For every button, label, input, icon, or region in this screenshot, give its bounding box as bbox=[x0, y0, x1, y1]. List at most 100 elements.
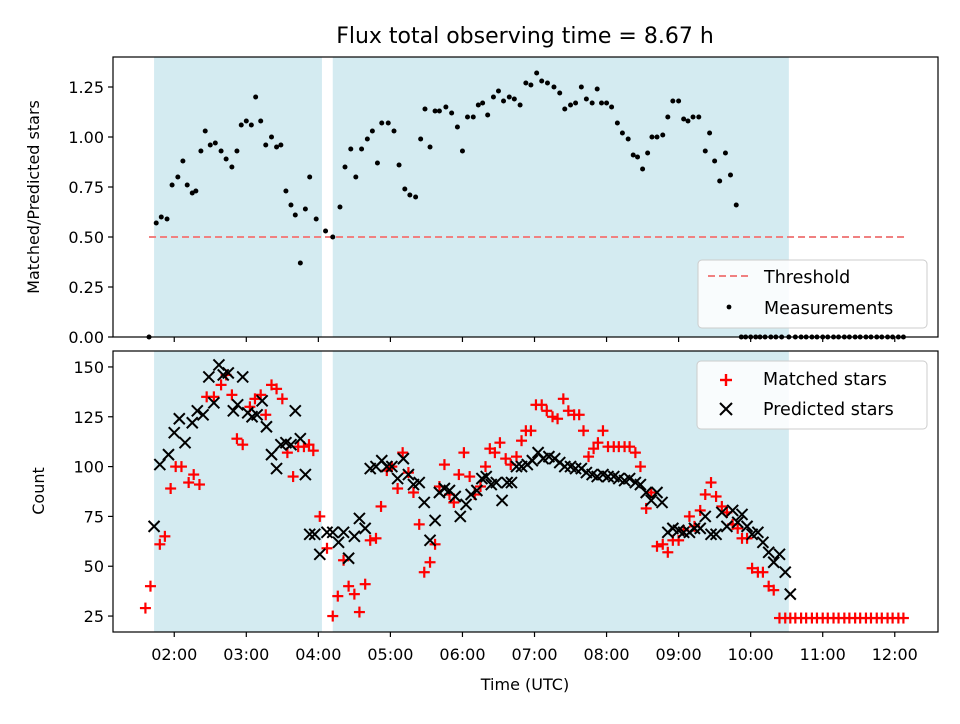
measurement-point bbox=[511, 96, 517, 102]
matched-star-point bbox=[249, 393, 261, 405]
predicted-star-point bbox=[762, 546, 775, 559]
shaded-interval-1 bbox=[154, 57, 322, 337]
measurement-point bbox=[539, 78, 545, 84]
predicted-star-point bbox=[231, 398, 244, 412]
predicted-star-point bbox=[196, 408, 210, 421]
predicted-star-point bbox=[735, 508, 749, 521]
measurement-point bbox=[501, 98, 507, 104]
measurement-point bbox=[707, 130, 713, 136]
measurement-point bbox=[391, 128, 397, 134]
measurement-point bbox=[422, 106, 428, 112]
predicted-star-point bbox=[186, 416, 199, 429]
measurement-point bbox=[297, 260, 303, 266]
y-tick-label: 0.25 bbox=[68, 278, 104, 297]
matched-star-point bbox=[208, 391, 220, 403]
predicted-star-point bbox=[751, 526, 765, 539]
predicted-star-point bbox=[510, 460, 523, 473]
measurement-point bbox=[599, 100, 605, 106]
matched-star-point bbox=[307, 445, 319, 457]
matched-star-point bbox=[359, 578, 371, 590]
measurement-point bbox=[418, 136, 424, 142]
measurement-point bbox=[223, 156, 229, 162]
bottom-legend: Matched stars Predicted stars bbox=[696, 360, 928, 430]
matched-star-point bbox=[188, 469, 200, 481]
top-legend-box bbox=[697, 259, 928, 329]
predicted-star-point bbox=[255, 394, 269, 408]
y-tick-label: 1.25 bbox=[68, 78, 104, 97]
predicted-star-point bbox=[299, 468, 312, 481]
measurement-point bbox=[180, 158, 186, 164]
bottom-shaded-regions bbox=[154, 351, 789, 632]
predicted-star-point bbox=[699, 510, 712, 523]
matched-star-point bbox=[353, 606, 365, 618]
matched-star-point bbox=[480, 461, 492, 473]
predicted-star-point bbox=[320, 526, 334, 539]
legend-measurements-label: Measurements bbox=[764, 299, 893, 319]
measurement-point bbox=[253, 94, 259, 100]
bottom-axes-frame bbox=[112, 350, 939, 633]
measurement-point bbox=[625, 136, 631, 142]
matched-star-point bbox=[547, 411, 559, 423]
predicted-star-point bbox=[500, 476, 514, 489]
matched-star-point bbox=[516, 435, 528, 447]
predicted-star-point bbox=[418, 496, 431, 509]
measurement-point bbox=[470, 114, 476, 120]
predicted-star-point bbox=[720, 520, 734, 533]
matched-star-point bbox=[314, 510, 326, 522]
measurement-point bbox=[640, 166, 646, 172]
measurement-point bbox=[432, 108, 438, 114]
measurement-point bbox=[551, 84, 557, 90]
matched-star-point bbox=[710, 490, 722, 502]
matched-star-point bbox=[552, 413, 564, 425]
matched-star-point bbox=[165, 483, 177, 495]
measurement-point bbox=[407, 192, 413, 198]
y-tick-label: 0.75 bbox=[68, 178, 104, 197]
matched-star-point bbox=[716, 500, 728, 512]
legend-predicted-label: Predicted stars bbox=[763, 400, 894, 420]
measurement-point bbox=[690, 114, 696, 120]
top-legend: Threshold Measurements bbox=[697, 259, 928, 329]
matched-star-point bbox=[402, 467, 414, 479]
matched-star-point bbox=[321, 542, 333, 554]
y-tick-label: 75 bbox=[84, 507, 104, 526]
x-tick-label: 09:00 bbox=[656, 645, 702, 664]
predicted-star-point bbox=[767, 556, 780, 569]
measurement-point bbox=[229, 164, 235, 170]
measurement-point bbox=[578, 84, 584, 90]
chart-title: Flux total observing time = 8.67 h bbox=[336, 24, 714, 49]
predicted-star-point bbox=[470, 484, 484, 497]
measurement-point bbox=[717, 178, 723, 184]
predicted-star-point bbox=[650, 486, 664, 499]
predicted-star-point bbox=[284, 438, 298, 451]
measurement-point bbox=[385, 120, 391, 126]
matched-star-point bbox=[562, 405, 574, 417]
measurement-point bbox=[660, 132, 666, 138]
measurement-point bbox=[218, 148, 224, 154]
predicted-star-point bbox=[694, 522, 707, 535]
matched-star-point bbox=[159, 530, 171, 542]
matched-star-point bbox=[557, 393, 569, 405]
matched-star-point bbox=[231, 433, 243, 445]
measurement-point bbox=[379, 120, 385, 126]
measurement-point bbox=[685, 118, 691, 124]
measurement-point bbox=[449, 110, 455, 116]
measurement-point bbox=[614, 120, 620, 126]
top-x-ticks bbox=[173, 337, 896, 342]
x-tick-label: 05:00 bbox=[367, 645, 413, 664]
y-tick-label: 0.00 bbox=[68, 328, 104, 347]
x-tick-label: 10:00 bbox=[728, 645, 774, 664]
x-tick-label: 06:00 bbox=[439, 645, 485, 664]
predicted-star-point bbox=[558, 460, 571, 473]
matched-star-point bbox=[500, 453, 512, 465]
measurement-point bbox=[238, 122, 244, 128]
predicted-star-point bbox=[207, 396, 221, 410]
measurement-point bbox=[645, 150, 651, 156]
measurement-point bbox=[733, 202, 739, 208]
measurement-point bbox=[307, 174, 313, 180]
predicted-star-point bbox=[250, 408, 264, 421]
matched-star-point bbox=[287, 471, 299, 483]
predicted-star-point bbox=[202, 370, 216, 384]
predicted-star-point bbox=[709, 528, 723, 541]
predicted-star-point bbox=[289, 404, 302, 417]
matched-star-point bbox=[536, 399, 548, 411]
